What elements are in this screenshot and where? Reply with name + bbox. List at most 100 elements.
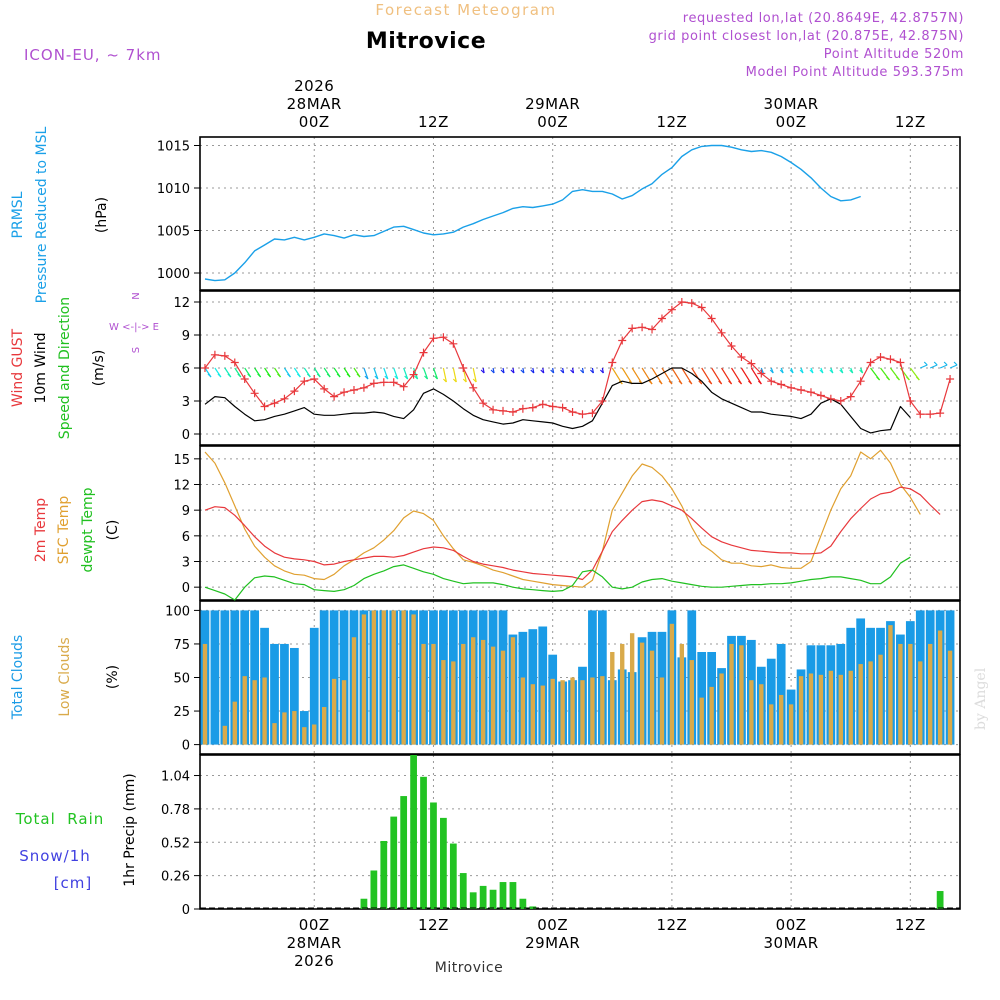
gust-marker [489, 405, 498, 414]
rain-bar [509, 882, 517, 909]
wind-arrow-head [668, 380, 673, 385]
top-time-label: 28MAR [287, 95, 342, 113]
gust-marker [558, 403, 567, 412]
low-cloud-bar [451, 661, 456, 745]
wind-arrow-head [520, 369, 525, 374]
rain-bar [469, 892, 477, 909]
wind-arrow [373, 367, 379, 380]
header-requested: requested lon,lat (20.8649E, 42.8757N) [683, 11, 964, 26]
low-cloud-bar [908, 643, 913, 745]
wind-arrow-head [490, 369, 495, 374]
wind-arrow-head [809, 369, 814, 374]
wind-arrow-head [346, 373, 351, 378]
gust-marker [876, 353, 885, 361]
rain-bar [410, 755, 417, 909]
total-cloud-bar [329, 610, 339, 745]
gust-marker [648, 325, 657, 334]
low-cloud-bar [689, 660, 694, 745]
wind-arrow-head [267, 373, 271, 378]
gust-marker [479, 399, 488, 408]
gust-marker [936, 409, 945, 418]
wind-arrow-head [580, 369, 584, 374]
low-cloud-bar [222, 725, 228, 745]
gust-marker [270, 399, 279, 408]
low-cloud-bar [411, 614, 416, 745]
total-cloud-bar [230, 610, 240, 745]
low-cloud-bar [312, 724, 317, 745]
wind-arrow-head [757, 380, 762, 385]
wind-arrow-head [789, 369, 794, 374]
low-cloud-bar [709, 686, 714, 745]
wind-arrow-head [434, 375, 438, 380]
gust-marker [300, 377, 309, 386]
low-cloud-bar [570, 677, 575, 745]
panel-wind: 0 3 6 9 12 [173, 290, 961, 446]
rain-bar [479, 885, 487, 909]
rain-bar [459, 873, 467, 909]
gust-marker [568, 408, 577, 416]
low-cloud-bar [778, 694, 784, 745]
wind-arrow-head [207, 373, 212, 378]
header-point-alt: Point Altitude 520m [824, 47, 964, 62]
wind-arrow [681, 367, 693, 385]
gust-marker [677, 298, 686, 306]
low-cloud-bar [798, 676, 804, 745]
y-tick-label: 9 [182, 504, 190, 519]
gust-marker [340, 388, 349, 397]
low-cloud-bar [649, 650, 655, 745]
wind-arrow [920, 364, 928, 369]
gust-marker [330, 392, 339, 401]
wind-arrow-head [599, 369, 604, 374]
wind-arrow-head [589, 369, 594, 374]
wind-arrow-head [839, 369, 844, 374]
gust-marker [439, 333, 448, 342]
total-cloud-bar [220, 610, 230, 745]
wind-arrow-head [364, 375, 369, 380]
low-cloud-bar [471, 637, 476, 745]
gust-marker [320, 384, 329, 393]
rain-bar [499, 882, 507, 909]
wind-arrow [472, 367, 477, 383]
temp-unit: (C) [105, 520, 121, 541]
wind-arrow-head [296, 373, 301, 378]
gust-marker [389, 378, 398, 387]
rain-bar [449, 843, 457, 909]
wind-arrow-head [480, 369, 485, 374]
precip-label-cm: [cm] [54, 874, 93, 892]
low-cloud-bar [898, 643, 903, 745]
wind-arrow-head [394, 375, 399, 380]
bottom-time-label: 12Z [656, 916, 687, 934]
y-tick-label: 12 [173, 479, 190, 494]
gust-marker [618, 336, 627, 345]
panel-frame-temp [199, 445, 961, 601]
pressure-label-2: Pressure Reduced to MSL [34, 126, 50, 303]
gust-marker [310, 375, 319, 383]
wind-arrow-head [374, 375, 379, 380]
gust-marker [657, 314, 666, 323]
temp-label-3: dewpt Temp [80, 487, 96, 572]
wind-arrow [631, 367, 643, 385]
gust-marker [926, 410, 935, 419]
gust-marker [826, 394, 835, 403]
wind-arrow [701, 367, 713, 385]
low-cloud-bar [868, 661, 873, 745]
wind-arrow [691, 367, 703, 385]
bottom-time-label: 28MAR [287, 934, 342, 952]
low-cloud-bar [918, 661, 923, 745]
wind-arrow-head [540, 369, 545, 374]
header-model: ICON-EU, ~ 7km [24, 46, 162, 64]
gust-marker [687, 299, 696, 308]
gust-marker [459, 364, 468, 372]
panel-frame-pressure [199, 136, 961, 291]
gust-marker [896, 358, 905, 367]
wind-label-1: Wind GUST [10, 328, 26, 407]
gust-marker [608, 358, 617, 367]
wind-gust-line [204, 301, 951, 415]
wind-arrow-head [560, 369, 565, 374]
total-cloud-bar [280, 643, 289, 745]
top-time-label: 00Z [299, 113, 330, 131]
wind-arrow [393, 367, 399, 380]
low-cloud-bar [252, 680, 257, 745]
pressure-label-1: PRMSL [10, 191, 26, 238]
y-tick-label: 100 [165, 604, 190, 619]
